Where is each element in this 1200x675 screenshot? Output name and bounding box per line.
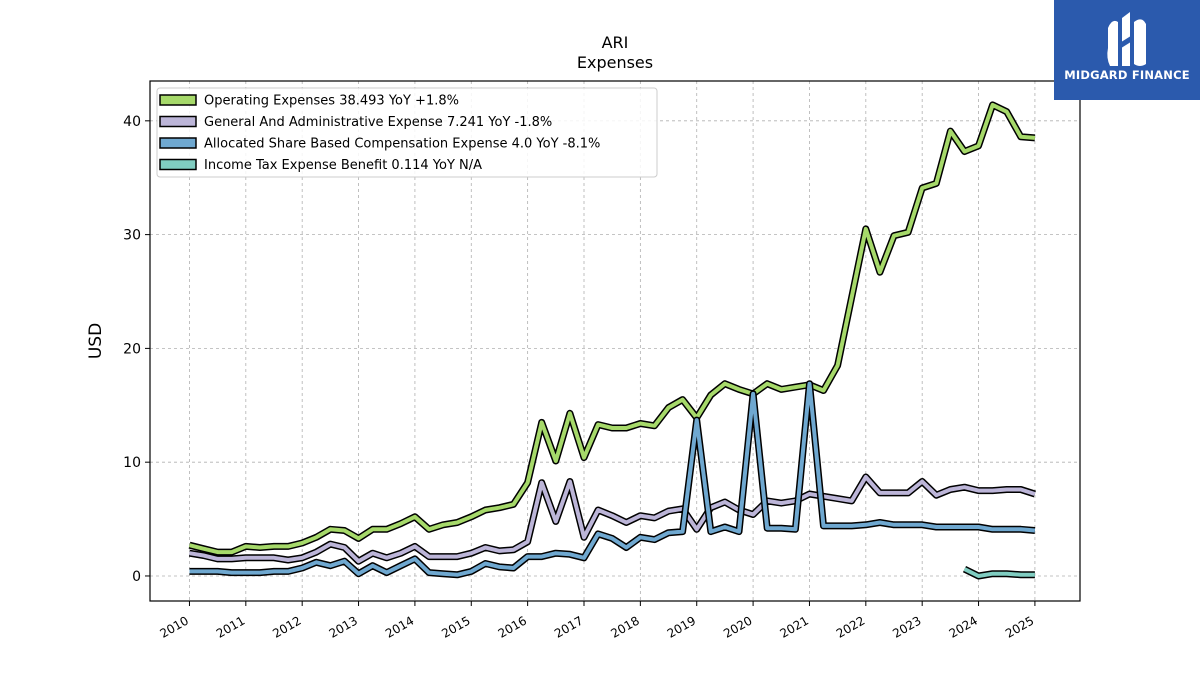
legend-swatch-0 xyxy=(159,94,197,106)
legend-swatch-3 xyxy=(159,158,197,171)
x-tick-label: 2022 xyxy=(834,613,867,640)
series-outline-1 xyxy=(188,473,1036,565)
y-tick-label: 40 xyxy=(123,114,141,130)
legend: Operating Expenses 38.493 YoY +1.8% Gener… xyxy=(156,87,658,178)
x-tick-label: 2017 xyxy=(552,613,585,640)
legend-entry-3: Income Tax Expense Benefit 0.114 YoY N/A xyxy=(204,158,482,173)
chart-title: ARI xyxy=(602,33,629,52)
y-tick-label: 20 xyxy=(123,341,141,357)
y-axis-label: USD xyxy=(86,323,106,359)
grid xyxy=(150,81,1080,601)
x-tick-label: 2013 xyxy=(327,613,360,640)
series-line-2 xyxy=(189,381,1036,577)
x-tick-label: 2011 xyxy=(214,613,247,640)
x-tick-label: 2012 xyxy=(270,613,303,640)
x-tick-label: 2025 xyxy=(1003,613,1036,640)
legend-box xyxy=(156,87,658,178)
series-outline-2 xyxy=(189,380,1036,579)
y-ticks: 0 10 20 30 40 xyxy=(123,114,150,585)
x-tick-label: 2020 xyxy=(721,613,754,640)
legend-entry-2: Allocated Share Based Compensation Expen… xyxy=(204,137,600,152)
y-tick-label: 10 xyxy=(123,455,141,471)
x-tick-label: 2024 xyxy=(947,613,980,640)
x-tick-label: 2018 xyxy=(608,613,641,640)
brand-logo: MIDGARD FINANCE xyxy=(1054,0,1200,100)
y-tick-label: 0 xyxy=(132,569,141,585)
legend-swatch-2 xyxy=(159,137,197,149)
plot-lines xyxy=(188,101,1036,580)
y-tick-label: 30 xyxy=(123,228,141,244)
x-tick-label: 2023 xyxy=(890,613,923,640)
brand-name: MIDGARD FINANCE xyxy=(1064,68,1190,82)
x-tick-label: 2021 xyxy=(778,613,811,640)
x-tick-label: 2015 xyxy=(439,613,472,640)
series-line-0 xyxy=(189,102,1036,555)
x-tick-label: 2010 xyxy=(158,613,191,640)
x-tick-label: 2019 xyxy=(665,613,698,640)
chart-subtitle: Expenses xyxy=(577,53,653,72)
series-line-1 xyxy=(189,475,1036,564)
series-line-3 xyxy=(963,567,1035,578)
x-tick-label: 2016 xyxy=(496,613,529,640)
brand-logo-mark-icon xyxy=(1107,12,1146,66)
plot-frame xyxy=(149,80,1081,602)
legend-entry-1: General And Administrative Expense 7.241… xyxy=(204,115,552,130)
x-tick-label: 2014 xyxy=(383,613,416,640)
legend-entry-0: Operating Expenses 38.493 YoY +1.8% xyxy=(204,94,459,109)
legend-swatch-1 xyxy=(159,115,197,128)
x-ticks: 2010 2011 2012 2013 2014 2015 2016 2017 2018 2019… xyxy=(158,601,1036,641)
